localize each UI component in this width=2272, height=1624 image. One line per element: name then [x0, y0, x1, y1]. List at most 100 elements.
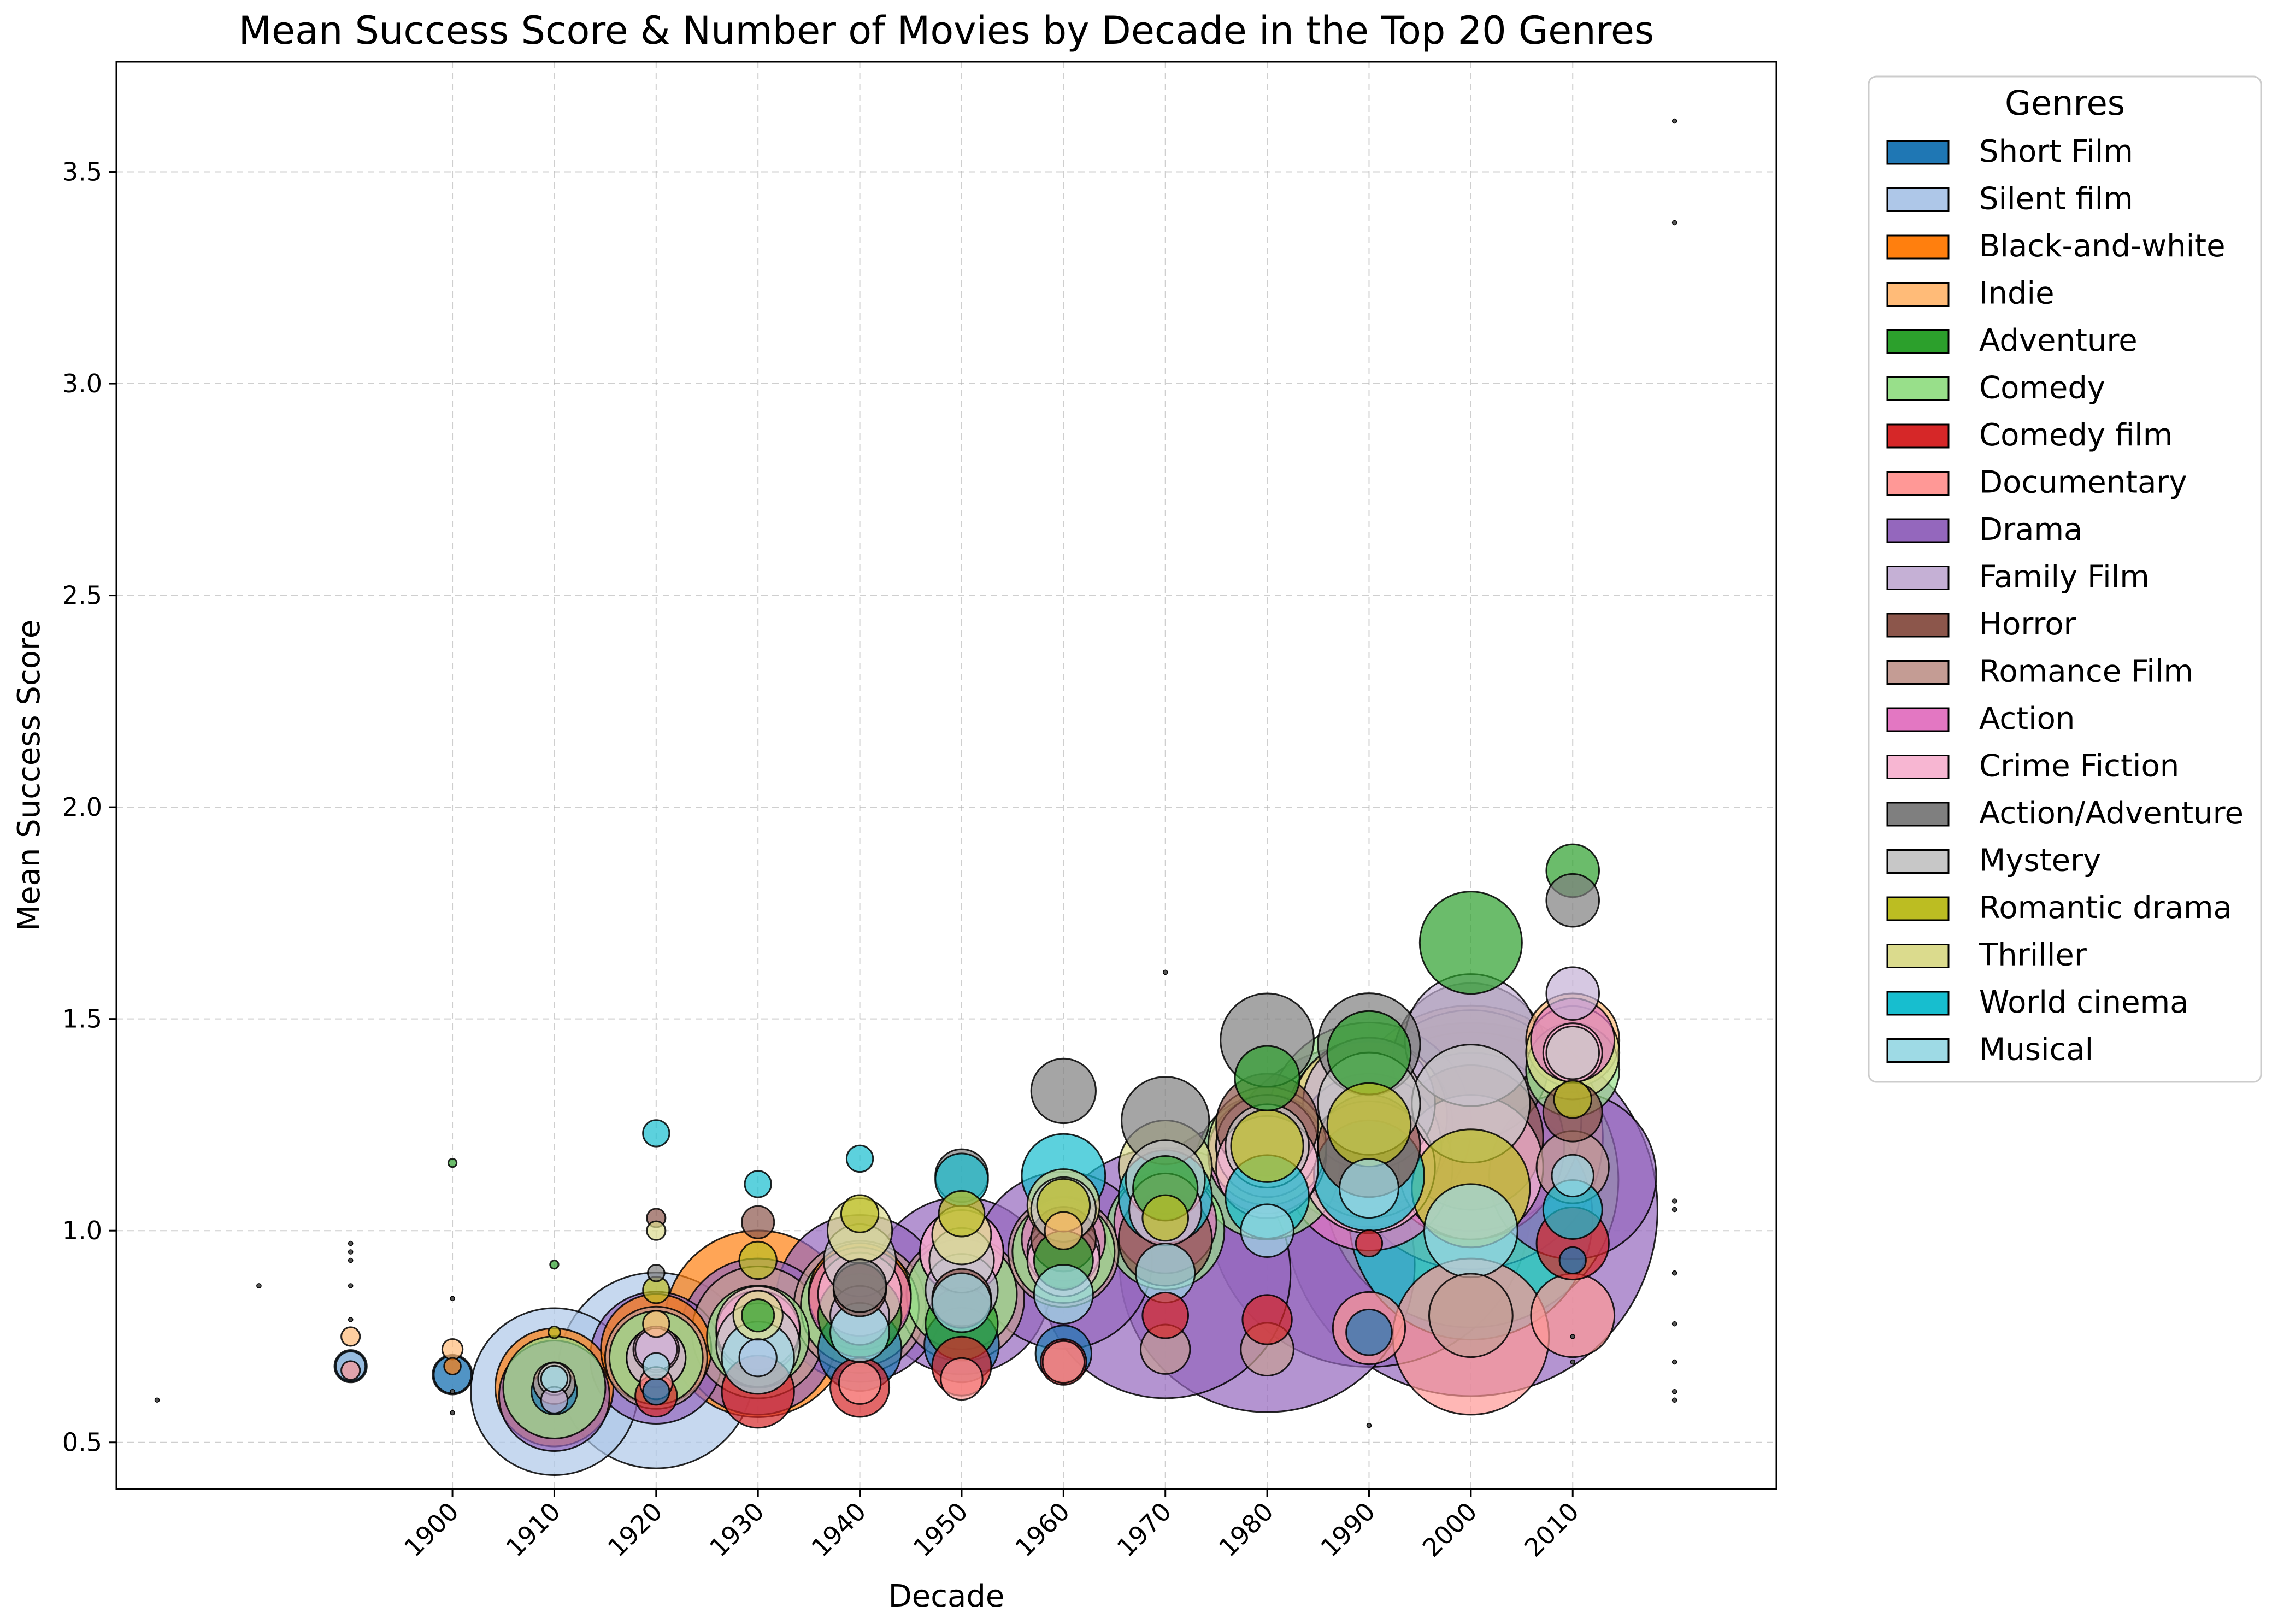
bubble-comedy-film [1141, 1291, 1190, 1339]
bubble-adventure [741, 1298, 775, 1333]
legend-label: Comedy [1979, 370, 2105, 406]
legend-label: Short Film [1979, 134, 2133, 169]
bubble-action-adventure [1030, 1057, 1097, 1125]
bubble-short-film [1345, 1308, 1393, 1356]
legend-label: Crime Fiction [1979, 749, 2179, 784]
small-bubble [1671, 1207, 1677, 1213]
bubble-documentary [838, 1361, 882, 1405]
y-tick-label: 1.0 [62, 1216, 102, 1245]
bubble-musical [1240, 1203, 1294, 1258]
small-bubble [256, 1283, 262, 1288]
bubble-indie [642, 1310, 670, 1338]
bubble-romantic-drama [938, 1190, 986, 1238]
legend-swatch [1886, 660, 1950, 685]
legend-items: Short Film Silent film Black-and-white Indi… [1886, 134, 2244, 1068]
bubble-romance-film [1428, 1273, 1514, 1358]
chart-title: Mean Success Score & Number of Movies by… [239, 8, 1655, 53]
bubble-short-film [1558, 1246, 1587, 1275]
legend-label: Musical [1979, 1032, 2093, 1068]
y-tick-label: 3.5 [62, 157, 102, 187]
bubble-adventure [1418, 891, 1523, 995]
small-bubble [348, 1249, 354, 1255]
bubble-romantic-drama [738, 1240, 778, 1280]
y-axis-ticks: 0.5 1.0 1.5 2.0 2.5 3.0 3.5 [62, 157, 116, 1457]
legend-swatch [1886, 991, 1950, 1016]
small-bubble [450, 1296, 455, 1301]
small-bubble [348, 1283, 354, 1288]
small-bubble [1671, 220, 1677, 226]
legend-swatch [1886, 707, 1950, 732]
legend-swatch [1886, 329, 1950, 354]
bubble-musical [540, 1364, 569, 1393]
bubble-adventure [447, 1158, 458, 1168]
legend-label: Comedy film [1979, 417, 2173, 453]
legend-label: Thriller [1979, 938, 2087, 973]
bubble-indie [441, 1338, 464, 1361]
legend-swatch [1886, 613, 1950, 638]
small-bubble [348, 1257, 354, 1263]
bubble-romantic-drama [1141, 1194, 1190, 1242]
bubble-horror [741, 1205, 775, 1239]
legend-swatch [1886, 802, 1950, 827]
legend-label: Indie [1979, 276, 2055, 311]
legend-swatch [1886, 140, 1950, 165]
bubble-romantic-drama [840, 1194, 880, 1233]
legend-swatch [1886, 282, 1950, 307]
bubble-musical [931, 1272, 992, 1333]
bubble-comedy-film [1241, 1294, 1293, 1345]
bubble-indie [340, 1326, 361, 1347]
small-bubble [1671, 1388, 1677, 1394]
small-bubble [1671, 118, 1677, 124]
legend-swatch [1886, 423, 1950, 449]
legend-swatch [1886, 849, 1950, 874]
small-bubble [1570, 1334, 1575, 1339]
bubble-romantic-drama [548, 1325, 561, 1339]
legend-label: Silent film [1979, 181, 2133, 217]
y-tick-label: 3.0 [62, 369, 102, 398]
small-bubble [1671, 1198, 1677, 1204]
bubble-family-film [1545, 966, 1600, 1021]
bubble-indie [1044, 1211, 1083, 1250]
legend-label: Horror [1979, 607, 2076, 642]
bubble-romantic-drama [1553, 1080, 1592, 1119]
bubble-thriller [646, 1220, 667, 1241]
bubble-layer [154, 118, 1677, 1476]
legend-label: Romance Film [1979, 654, 2193, 690]
bubble-short-film [642, 1378, 670, 1406]
legend-swatch [1886, 755, 1950, 779]
bubble-action-adventure [1545, 873, 1600, 928]
bubble-documentary [940, 1357, 984, 1401]
bubble-comedy-film [1355, 1229, 1384, 1258]
small-bubble [348, 1317, 354, 1322]
legend-swatch [1886, 566, 1950, 590]
y-tick-label: 2.5 [62, 581, 102, 610]
bubble-adventure [1326, 1010, 1412, 1096]
bubble-musical [1423, 1183, 1518, 1279]
bubble-adventure [1234, 1045, 1300, 1111]
small-bubble [1671, 1359, 1677, 1365]
y-tick-label: 1.5 [62, 1004, 102, 1034]
bubble-documentary [1530, 1273, 1616, 1358]
legend-swatch [1886, 471, 1950, 496]
bubble-musical [1033, 1263, 1094, 1325]
small-bubble [1366, 1422, 1372, 1428]
legend-swatch [1886, 234, 1950, 260]
bubble-world-cinema [845, 1144, 874, 1173]
bubble-mystery [1545, 1025, 1600, 1080]
legend-swatch [1886, 944, 1950, 968]
legend-label: Black-and-white [1979, 228, 2226, 264]
y-tick-label: 0.5 [62, 1428, 102, 1457]
legend-frame [1868, 75, 2262, 1083]
small-bubble [1671, 1270, 1677, 1276]
bubble-world-cinema [642, 1119, 670, 1148]
small-bubble [348, 1240, 354, 1246]
bubble-romantic-drama [1230, 1109, 1304, 1183]
legend-swatch [1886, 1038, 1950, 1063]
legend-swatch [1886, 187, 1950, 212]
legend-title: Genres [2005, 83, 2125, 123]
legend-swatch [1886, 376, 1950, 401]
legend-label: Family Film [1979, 560, 2150, 595]
small-bubble [1570, 1359, 1575, 1365]
bubble-silent-film [738, 1338, 778, 1378]
